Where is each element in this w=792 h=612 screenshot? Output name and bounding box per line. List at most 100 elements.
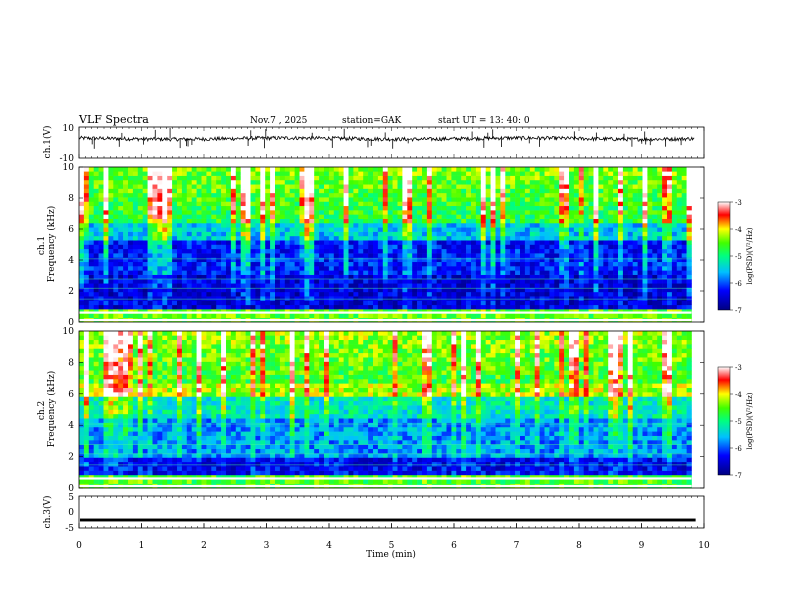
spectrogram-cell [480,296,486,301]
spectrogram-cell [314,210,320,215]
spectrogram-cell [524,248,531,254]
spectrogram-cell [373,248,379,254]
spectrogram-cell [275,300,281,306]
spectrogram-cell [373,218,379,224]
spectrogram-cell [132,179,139,185]
spectrogram-cell [108,466,114,471]
spectrogram-cell [338,197,344,202]
spectrogram-cell [324,214,330,219]
spectrogram-cell [583,261,589,267]
spectrogram-cell [83,210,90,215]
spectrogram-cell [338,171,344,176]
spectrogram-cell [671,167,678,172]
spectrogram-cell [686,244,692,250]
spectrogram-cell [441,274,447,280]
spectrogram-cell [657,201,663,207]
spectrogram-cell [632,274,638,280]
spectrogram-cell [319,184,325,189]
spectrogram-cell [559,231,565,237]
spectrogram-cell [275,278,281,284]
spectrogram-cell [657,261,663,267]
spectrogram-cell [524,257,531,263]
spectrogram-cell [618,261,624,267]
spectrogram-cell [392,257,398,263]
spectrogram-cell [520,300,526,306]
spectrogram-cell [103,405,109,410]
spectrogram-cell [319,266,325,271]
spectrogram-cell [358,309,364,314]
spectrogram-cell [279,188,286,194]
spectrogram-cell [177,175,183,181]
spectrogram-cell [652,240,658,245]
spectrogram-cell [108,448,114,454]
spectrogram-cell [510,244,516,250]
spectrogram-cell [270,291,276,297]
spectrogram-cell [83,361,90,367]
spectrogram-cell [667,227,673,232]
spectrogram-cell [534,227,540,232]
spectrogram-cell [686,257,692,263]
spectrogram-cell [500,210,506,215]
spectrogram-cell [279,227,286,232]
spectrogram-cell [461,309,467,314]
spectrogram-cell [461,175,467,181]
spectrogram-cell [637,291,643,297]
spectrogram-cell [118,331,124,336]
spectrogram-cell [534,291,540,297]
spectrogram-cell [642,313,648,318]
spectrogram-cell [226,167,232,172]
spectrogram-cell [186,197,192,202]
spectrogram-cell [226,222,232,228]
spectrogram-cell [93,179,99,185]
spectrogram-cell [667,214,673,219]
spectrogram-cell [181,291,188,297]
spectrogram-cell [103,440,109,445]
spectrogram-cell [314,270,320,275]
spectrogram-cell [510,304,516,310]
spectrogram-cell [373,235,379,241]
spectrogram-cell [598,291,604,297]
spectrogram-cell [275,188,281,194]
spectrogram-cell [554,227,560,232]
spectrogram-cell [676,210,682,215]
spectrogram-cell [554,231,560,237]
spectrogram-cell [368,167,374,172]
spectrogram-cell [348,205,354,211]
spectrogram-cell [157,214,163,219]
spectrogram-cell [490,278,496,284]
spectrogram-cell [221,253,227,258]
spectrogram-cell [162,179,168,185]
spectrogram-cell [510,274,516,280]
spectrogram-cell [304,304,310,310]
spectrogram-cell [642,205,648,211]
spectrogram-cell [647,274,653,280]
spectrogram-cell [622,283,629,288]
spectrogram-cell [353,266,359,271]
spectrogram-cell [191,192,197,198]
spectrogram-cell [495,214,501,219]
spectrogram-cell [647,235,653,241]
spectrogram-cell [436,222,442,228]
spectrogram-cell [520,218,526,224]
spectrogram-cell [83,201,90,207]
spectrogram-cell [515,274,521,280]
spectrogram-cell [559,227,565,232]
spectrogram-cell [250,175,256,181]
spectrogram-cell [671,175,678,181]
spectrogram-cell [98,278,104,284]
spectrogram-cell [549,244,555,250]
spectrogram-cell [417,244,423,250]
spectrogram-cell [270,175,276,181]
spectrogram-cell [98,291,104,297]
spectrogram-cell [564,231,570,237]
spectrogram-cell [652,197,658,202]
spectrogram-cell [270,278,276,284]
spectrogram-cell [662,197,668,202]
spectrogram-cell [304,201,310,207]
spectrogram-cell [387,287,393,293]
spectrogram-cell [343,167,349,172]
spectrogram-cell [569,244,575,250]
spectrogram-cell [338,304,344,310]
spectrogram-cell [128,405,134,410]
